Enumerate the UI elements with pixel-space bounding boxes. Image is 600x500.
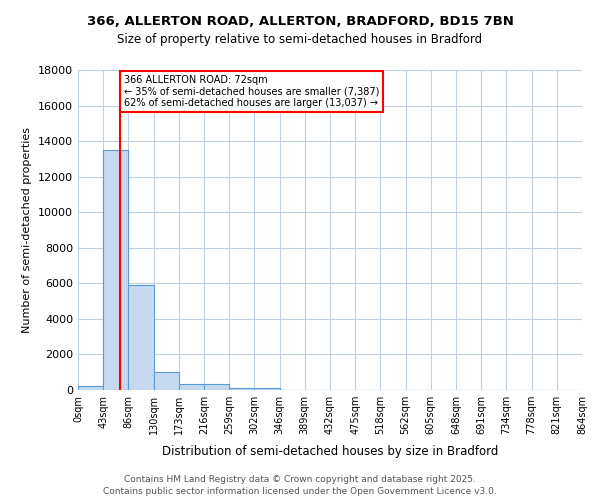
Bar xyxy=(128,285,154,390)
Y-axis label: Number of semi-detached properties: Number of semi-detached properties xyxy=(22,127,32,333)
Bar xyxy=(154,372,179,390)
Bar xyxy=(229,388,254,390)
Bar xyxy=(78,386,103,390)
Bar xyxy=(254,388,280,390)
Bar xyxy=(204,384,229,390)
Bar xyxy=(179,384,204,390)
Text: Contains public sector information licensed under the Open Government Licence v3: Contains public sector information licen… xyxy=(103,487,497,496)
Text: 366 ALLERTON ROAD: 72sqm
← 35% of semi-detached houses are smaller (7,387)
62% o: 366 ALLERTON ROAD: 72sqm ← 35% of semi-d… xyxy=(124,75,379,108)
Text: Contains HM Land Registry data © Crown copyright and database right 2025.: Contains HM Land Registry data © Crown c… xyxy=(124,474,476,484)
X-axis label: Distribution of semi-detached houses by size in Bradford: Distribution of semi-detached houses by … xyxy=(162,446,498,458)
Bar xyxy=(103,150,128,390)
Text: Size of property relative to semi-detached houses in Bradford: Size of property relative to semi-detach… xyxy=(118,32,482,46)
Text: 366, ALLERTON ROAD, ALLERTON, BRADFORD, BD15 7BN: 366, ALLERTON ROAD, ALLERTON, BRADFORD, … xyxy=(86,15,514,28)
